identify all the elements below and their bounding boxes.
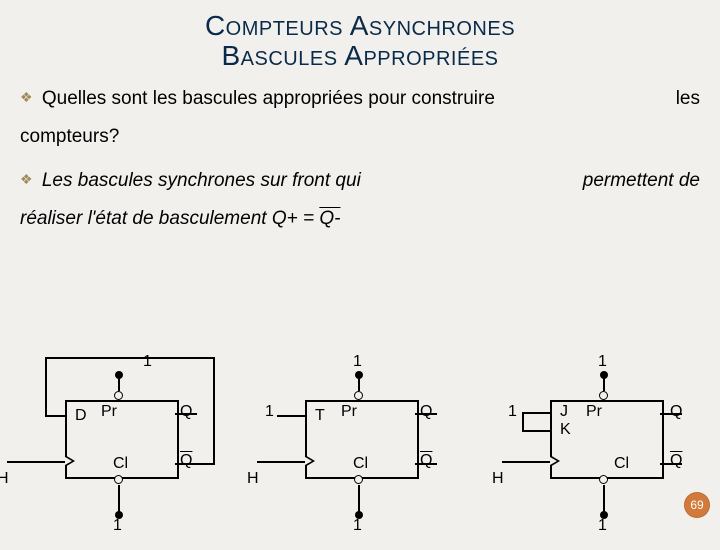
label-one-bot: 1 xyxy=(353,517,362,535)
label-cl: Cl xyxy=(113,455,128,473)
label-q: Q xyxy=(670,403,682,421)
flipflop-jk: J K Pr Cl Q Q 1 1 1 H xyxy=(520,355,720,550)
label-k: K xyxy=(560,421,571,439)
p2-part-b: permettent de xyxy=(583,162,700,200)
label-qbar: Q xyxy=(420,452,432,470)
p1-part-a: Quelles sont les bascules appropriées po… xyxy=(42,88,495,109)
bullet-icon: ❖ xyxy=(20,89,33,105)
p2-qbar: Q- xyxy=(319,208,340,229)
slide-number-badge: 69 xyxy=(684,492,710,518)
label-h: H xyxy=(0,470,9,488)
label-one-top: 1 xyxy=(143,353,152,371)
label-one-bot: 1 xyxy=(113,517,122,535)
label-q: Q xyxy=(420,403,432,421)
label-pr: Pr xyxy=(101,403,117,421)
title-line-1: Compteurs Asynchrones xyxy=(0,10,720,42)
flipflop-row: D Pr Cl Q Q 1 1 H T Pr Cl xyxy=(0,355,720,550)
label-qbar: Q xyxy=(180,452,192,470)
label-h: H xyxy=(492,470,504,488)
label-one-top: 1 xyxy=(598,353,607,371)
p1-part-b: les xyxy=(676,80,700,118)
label-one-bot: 1 xyxy=(598,517,607,535)
body-text: ❖ Quelles sont les bascules appropriées … xyxy=(0,72,720,238)
p2-part-c: réaliser l'état de basculement Q+ = xyxy=(20,208,319,229)
label-one-in: 1 xyxy=(265,403,274,421)
label-qbar: Q xyxy=(670,452,682,470)
p2-part-a: Les bascules synchrones sur front qui xyxy=(42,170,361,191)
label-one-in: 1 xyxy=(508,403,517,421)
flipflop-d: D Pr Cl Q Q 1 1 H xyxy=(35,355,245,550)
label-cl: Cl xyxy=(353,455,368,473)
label-d: D xyxy=(75,407,87,425)
label-pr: Pr xyxy=(341,403,357,421)
title-line-2: Bascules Appropriées xyxy=(0,40,720,72)
label-t: T xyxy=(315,407,325,425)
label-pr: Pr xyxy=(586,403,602,421)
label-cl: Cl xyxy=(614,455,629,473)
flipflop-t: T Pr Cl Q Q 1 1 1 H xyxy=(275,355,485,550)
label-q: Q xyxy=(180,403,192,421)
bullet-icon: ❖ xyxy=(20,171,33,187)
label-one-top: 1 xyxy=(353,353,362,371)
label-j: J xyxy=(560,403,568,421)
label-h: H xyxy=(247,470,259,488)
p1-part-c: compteurs? xyxy=(20,118,700,156)
